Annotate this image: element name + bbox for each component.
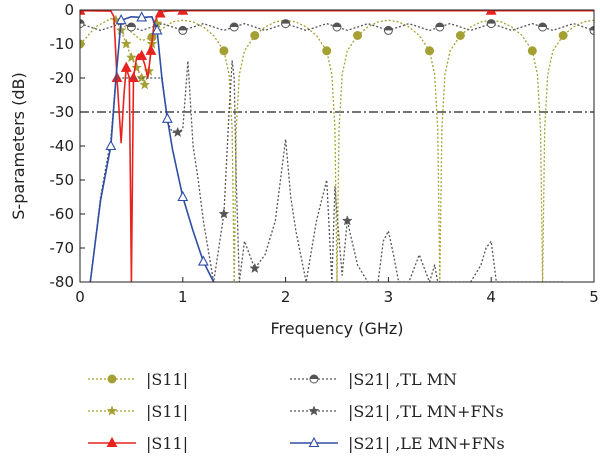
x-axis-title: Frequency (GHz) bbox=[270, 319, 403, 338]
series-line bbox=[89, 15, 215, 282]
data-point bbox=[177, 190, 189, 202]
data-point bbox=[435, 23, 444, 27]
data-point bbox=[161, 112, 173, 123]
series-3 bbox=[80, 19, 594, 35]
y-tick-label: -60 bbox=[50, 205, 75, 223]
data-point bbox=[310, 375, 318, 379]
series-5 bbox=[89, 11, 215, 282]
data-point bbox=[145, 44, 157, 55]
x-tick-label: 2 bbox=[281, 288, 291, 306]
data-point bbox=[281, 19, 290, 24]
data-point bbox=[136, 72, 148, 83]
data-point bbox=[322, 46, 332, 56]
y-tick-label: -20 bbox=[50, 69, 75, 87]
data-point bbox=[333, 23, 341, 27]
data-point bbox=[353, 31, 363, 40]
data-point bbox=[219, 46, 229, 56]
data-point bbox=[487, 19, 496, 24]
data-point bbox=[80, 39, 85, 49]
legend-label: |S21| ,LE MN+FNs bbox=[348, 434, 505, 453]
data-point bbox=[151, 24, 163, 35]
series-4 bbox=[89, 60, 564, 282]
x-tick-label: 3 bbox=[384, 288, 394, 306]
data-point bbox=[178, 26, 187, 31]
data-point bbox=[106, 436, 118, 448]
data-point bbox=[131, 62, 142, 73]
data-point bbox=[197, 255, 209, 266]
data-point bbox=[154, 10, 166, 18]
data-point bbox=[127, 23, 136, 27]
data-point bbox=[425, 46, 435, 56]
tick-labels: 0 1 2 3 4 5 0 -10 -20 -30 -40 -50 -60 -70 -80 bbox=[50, 1, 599, 306]
legend-item: |S21| ,LE MN+FNs bbox=[290, 434, 505, 453]
data-point bbox=[80, 19, 84, 24]
legend-label: |S11| bbox=[146, 370, 188, 389]
data-point bbox=[106, 405, 118, 416]
x-tick-label: 4 bbox=[486, 288, 496, 306]
legend-item: |S11| bbox=[88, 402, 188, 421]
data-point bbox=[485, 10, 497, 15]
y-tick-label: -40 bbox=[50, 137, 75, 155]
legend-item: |S21| ,TL MN+FNs bbox=[290, 402, 504, 421]
data-point bbox=[308, 436, 320, 448]
data-point bbox=[120, 38, 132, 49]
y-tick-label: -70 bbox=[50, 239, 75, 257]
legend-item: |S21| ,TL MN bbox=[290, 370, 457, 389]
legend-label: |S21| ,TL MN+FNs bbox=[348, 402, 504, 421]
data-point bbox=[177, 10, 189, 15]
x-tick-label: 5 bbox=[589, 288, 599, 306]
series-line bbox=[89, 60, 564, 282]
y-tick-label: -10 bbox=[50, 35, 75, 53]
legend-item: |S11| bbox=[88, 434, 188, 453]
legend-label: |S11| bbox=[146, 402, 188, 421]
data-point bbox=[107, 374, 117, 384]
data-point bbox=[128, 71, 139, 83]
data-point bbox=[308, 405, 320, 416]
data-point bbox=[136, 11, 148, 22]
legend-label: |S21| ,TL MN bbox=[348, 370, 457, 389]
x-tick-label: 1 bbox=[178, 288, 188, 306]
data-point bbox=[538, 23, 547, 27]
data-point bbox=[172, 126, 184, 138]
data-point bbox=[105, 139, 117, 151]
y-tick-label: -80 bbox=[50, 273, 75, 291]
data-point bbox=[115, 14, 127, 25]
series-2 bbox=[80, 10, 594, 282]
legend: |S11| |S11| |S11| |S21| ,TL MN |S21| ,TL MN+… bbox=[88, 370, 505, 453]
data-point bbox=[250, 31, 260, 40]
data-point bbox=[115, 24, 127, 36]
legend-item: |S11| bbox=[88, 370, 188, 389]
data-point bbox=[80, 10, 86, 15]
legend-label: |S11| bbox=[146, 434, 188, 453]
data-point bbox=[125, 51, 137, 63]
data-point bbox=[136, 49, 148, 60]
y-tick-label: -30 bbox=[50, 103, 75, 121]
y-tick-label: -50 bbox=[50, 171, 75, 189]
data-point bbox=[218, 208, 230, 219]
data-point bbox=[120, 61, 132, 72]
data-point bbox=[455, 31, 465, 40]
data-point bbox=[527, 46, 537, 56]
series-line bbox=[115, 19, 158, 86]
y-axis-title: S-parameters (dB) bbox=[9, 72, 28, 219]
series-group bbox=[80, 10, 594, 282]
x-tick-label: 0 bbox=[75, 288, 85, 306]
series-line bbox=[80, 17, 594, 282]
data-point bbox=[384, 26, 393, 31]
data-point bbox=[590, 26, 594, 31]
data-point bbox=[139, 79, 151, 90]
data-point bbox=[111, 71, 123, 83]
y-tick-label: 0 bbox=[64, 1, 74, 19]
data-point bbox=[558, 31, 568, 40]
series-0 bbox=[80, 17, 594, 282]
data-point bbox=[230, 23, 239, 27]
plot-frame bbox=[79, 9, 595, 283]
data-point bbox=[249, 262, 261, 274]
data-point bbox=[341, 215, 353, 226]
